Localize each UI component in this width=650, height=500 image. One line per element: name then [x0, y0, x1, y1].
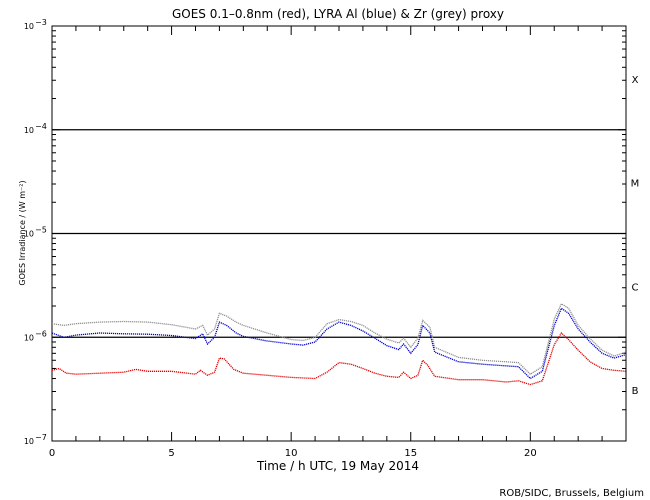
series-line — [51, 302, 627, 376]
flare-class-label: X — [632, 75, 639, 86]
chart-title: GOES 0.1–0.8nm (red), LYRA Al (blue) & Z… — [172, 7, 504, 21]
flare-class-label: M — [631, 179, 640, 190]
y-tick-label-exponent: −4 — [35, 122, 47, 131]
series-line — [51, 307, 627, 380]
y-tick-label: 10 — [24, 230, 34, 239]
y-tick-label: 10 — [24, 437, 34, 446]
x-tick-label: 10 — [285, 448, 298, 459]
y-tick-label: 10 — [24, 22, 34, 31]
y-tick-label: 10 — [24, 333, 34, 342]
y-tick-label-exponent: −7 — [35, 433, 47, 442]
y-tick-label-exponent: −6 — [35, 329, 47, 338]
x-tick-label: 20 — [524, 448, 537, 459]
flare-class-label: C — [632, 282, 639, 293]
credit-text: ROB/SIDC, Brussels, Belgium — [499, 488, 644, 499]
x-tick-label: 15 — [404, 448, 417, 459]
y-tick-label-exponent: −5 — [35, 226, 47, 235]
y-axis-label: GOES Irradiance / (W m⁻²) — [18, 180, 27, 285]
x-tick-label: 0 — [49, 448, 55, 459]
x-axis-label: Time / h UTC, 19 May 2014 — [256, 459, 419, 473]
flare-class-label: B — [632, 386, 639, 397]
x-tick-label: 5 — [168, 448, 174, 459]
y-tick-label: 10 — [24, 126, 34, 135]
y-tick-label-exponent: −3 — [35, 18, 47, 27]
series-line — [51, 331, 627, 386]
